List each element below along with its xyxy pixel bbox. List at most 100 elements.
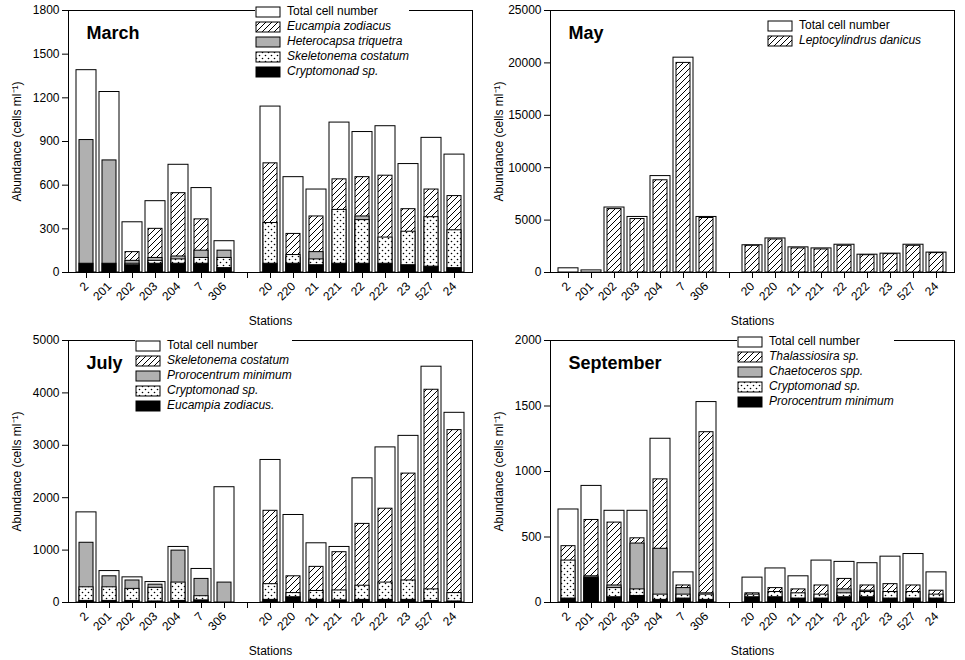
svg-text:22: 22 — [348, 609, 368, 629]
svg-text:221: 221 — [320, 609, 344, 633]
svg-text:220: 220 — [274, 279, 298, 303]
svg-text:July: July — [87, 353, 123, 373]
svg-text:222: 222 — [848, 609, 872, 633]
svg-text:2000: 2000 — [33, 491, 60, 505]
svg-text:202: 202 — [113, 609, 137, 633]
svg-text:24: 24 — [440, 609, 460, 629]
svg-text:7: 7 — [674, 609, 689, 624]
svg-text:202: 202 — [113, 279, 137, 303]
svg-text:Stations: Stations — [249, 644, 292, 658]
svg-text:20: 20 — [738, 609, 758, 629]
svg-text:21: 21 — [784, 609, 804, 629]
svg-text:306: 306 — [205, 279, 229, 303]
svg-text:204: 204 — [159, 279, 183, 303]
svg-text:201: 201 — [572, 279, 596, 303]
svg-text:Stations: Stations — [249, 314, 292, 328]
svg-text:222: 222 — [366, 609, 390, 633]
svg-text:Abundance (cells ml⁻¹): Abundance (cells ml⁻¹) — [492, 81, 506, 201]
svg-text:10000: 10000 — [508, 161, 542, 175]
svg-text:306: 306 — [205, 609, 229, 633]
svg-text:221: 221 — [802, 609, 826, 633]
svg-text:220: 220 — [274, 609, 298, 633]
svg-text:527: 527 — [412, 609, 436, 633]
svg-text:24: 24 — [440, 279, 460, 299]
svg-text:222: 222 — [848, 279, 872, 303]
svg-text:203: 203 — [618, 609, 642, 633]
svg-text:2: 2 — [77, 279, 92, 294]
svg-text:1200: 1200 — [33, 91, 60, 105]
svg-text:1800: 1800 — [33, 3, 60, 17]
svg-text:22: 22 — [830, 609, 850, 629]
svg-text:5000: 5000 — [515, 213, 542, 227]
svg-text:4000: 4000 — [33, 386, 60, 400]
svg-text:1500: 1500 — [515, 399, 542, 413]
svg-text:221: 221 — [802, 279, 826, 303]
svg-text:21: 21 — [784, 279, 804, 299]
svg-text:Abundance (cells ml⁻¹): Abundance (cells ml⁻¹) — [10, 411, 24, 531]
svg-text:220: 220 — [756, 609, 780, 633]
svg-text:Abundance (cells ml⁻¹): Abundance (cells ml⁻¹) — [492, 411, 506, 531]
svg-text:203: 203 — [136, 279, 160, 303]
svg-text:20: 20 — [738, 279, 758, 299]
svg-text:20: 20 — [256, 279, 276, 299]
svg-text:201: 201 — [90, 279, 114, 303]
svg-text:Stations: Stations — [731, 644, 774, 658]
svg-text:24: 24 — [922, 609, 942, 629]
svg-text:7: 7 — [192, 609, 207, 624]
svg-text:1000: 1000 — [515, 464, 542, 478]
svg-text:22: 22 — [348, 279, 368, 299]
svg-text:203: 203 — [618, 279, 642, 303]
svg-text:3000: 3000 — [33, 438, 60, 452]
svg-text:May: May — [569, 23, 604, 43]
svg-text:202: 202 — [595, 609, 619, 633]
svg-text:20: 20 — [256, 609, 276, 629]
svg-text:222: 222 — [366, 279, 390, 303]
svg-text:21: 21 — [302, 609, 322, 629]
svg-text:7: 7 — [674, 279, 689, 294]
svg-text:2000: 2000 — [515, 333, 542, 347]
svg-text:2: 2 — [559, 279, 574, 294]
svg-text:306: 306 — [687, 609, 711, 633]
svg-text:500: 500 — [521, 530, 541, 544]
svg-text:0: 0 — [53, 265, 60, 279]
svg-text:221: 221 — [320, 279, 344, 303]
svg-text:0: 0 — [535, 265, 542, 279]
svg-text:1500: 1500 — [33, 47, 60, 61]
svg-text:Stations: Stations — [731, 314, 774, 328]
svg-text:600: 600 — [39, 178, 59, 192]
svg-text:220: 220 — [756, 279, 780, 303]
svg-text:15000: 15000 — [508, 108, 542, 122]
svg-text:0: 0 — [535, 595, 542, 609]
svg-text:300: 300 — [39, 222, 59, 236]
svg-text:900: 900 — [39, 134, 59, 148]
svg-text:527: 527 — [894, 609, 918, 633]
svg-text:204: 204 — [641, 609, 665, 633]
svg-text:203: 203 — [136, 609, 160, 633]
svg-text:25000: 25000 — [508, 3, 542, 17]
svg-text:204: 204 — [641, 279, 665, 303]
svg-text:201: 201 — [572, 609, 596, 633]
svg-text:Abundance (cells ml⁻¹): Abundance (cells ml⁻¹) — [10, 81, 24, 201]
svg-text:7: 7 — [192, 279, 207, 294]
svg-text:527: 527 — [894, 279, 918, 303]
svg-text:21: 21 — [302, 279, 322, 299]
svg-text:1000: 1000 — [33, 543, 60, 557]
svg-text:306: 306 — [687, 279, 711, 303]
svg-text:23: 23 — [876, 279, 896, 299]
svg-text:22: 22 — [830, 279, 850, 299]
svg-text:March: March — [87, 23, 140, 43]
svg-text:23: 23 — [876, 609, 896, 629]
svg-text:23: 23 — [394, 279, 414, 299]
svg-text:0: 0 — [53, 595, 60, 609]
svg-text:2: 2 — [77, 609, 92, 624]
svg-text:527: 527 — [412, 279, 436, 303]
svg-text:2: 2 — [559, 609, 574, 624]
svg-text:204: 204 — [159, 609, 183, 633]
svg-text:September: September — [569, 353, 662, 373]
svg-text:201: 201 — [90, 609, 114, 633]
svg-text:5000: 5000 — [33, 333, 60, 347]
svg-text:20000: 20000 — [508, 56, 542, 70]
svg-text:23: 23 — [394, 609, 414, 629]
svg-text:24: 24 — [922, 279, 942, 299]
svg-text:202: 202 — [595, 279, 619, 303]
